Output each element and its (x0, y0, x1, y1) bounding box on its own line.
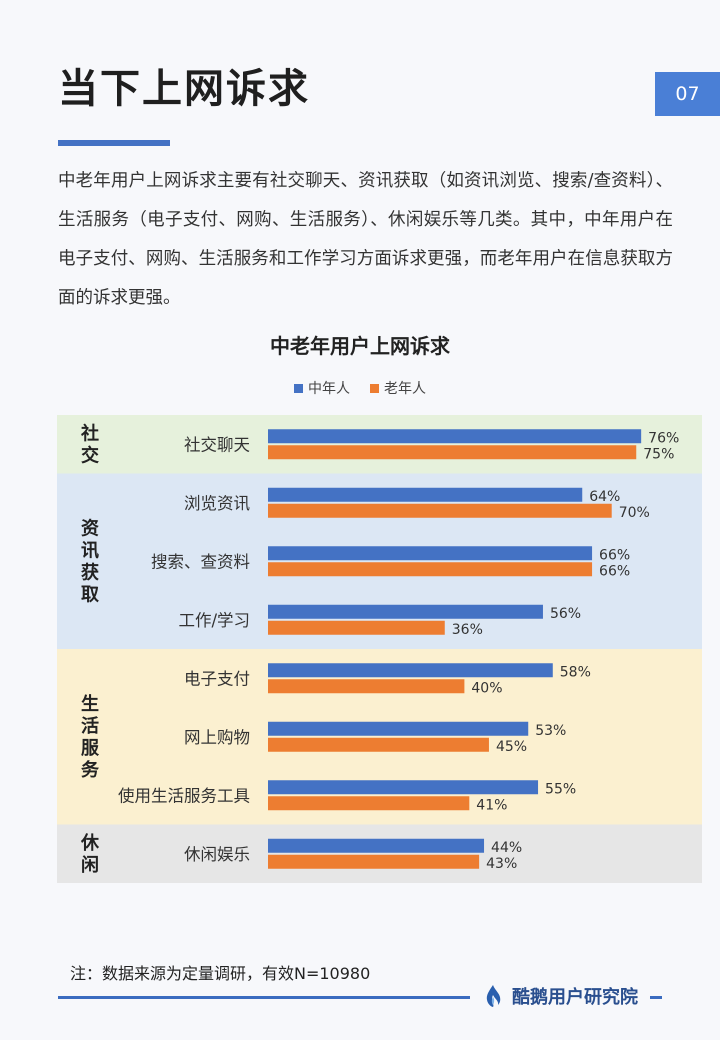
brand-logo: 酷鹅用户研究院 (480, 983, 638, 1009)
category-label: 网上购物 (184, 728, 250, 747)
legend-swatch-elderly (370, 383, 379, 393)
data-label: 56% (550, 606, 581, 622)
group-label: 生活服务 (81, 693, 100, 781)
data-label: 58% (560, 664, 591, 680)
data-label: 66% (599, 563, 630, 579)
bar-middle-aged (268, 546, 593, 561)
bar-elderly (268, 854, 480, 869)
group-band-1 (57, 473, 702, 649)
footer-rule-end (650, 996, 662, 999)
chart-legend: 中年人 老年人 (0, 378, 720, 398)
data-label: 75% (643, 446, 674, 462)
bar-middle-aged (268, 604, 543, 619)
bar-elderly (268, 620, 445, 635)
bar-middle-aged (268, 487, 583, 502)
data-label: 55% (545, 781, 576, 797)
category-label: 工作/学习 (178, 611, 250, 630)
bar-middle-aged (268, 663, 553, 678)
category-label: 社交聊天 (184, 435, 250, 454)
data-label: 44% (491, 840, 522, 856)
legend-swatch-middle-aged (294, 383, 303, 393)
data-label: 45% (496, 739, 527, 755)
data-label: 76% (648, 430, 679, 446)
bar-elderly (268, 445, 637, 460)
chart-title: 中老年用户上网诉求 (270, 334, 450, 358)
data-label: 53% (535, 723, 566, 739)
category-label: 浏览资讯 (184, 494, 250, 513)
data-label: 66% (599, 547, 630, 563)
data-label: 70% (619, 505, 650, 521)
group-band-2 (57, 649, 702, 825)
bar-elderly (268, 796, 470, 811)
legend-label-elderly: 老年人 (384, 381, 426, 397)
bar-middle-aged (268, 429, 642, 444)
category-label: 休闲娱乐 (184, 845, 250, 864)
page-title: 当下上网诉求 (58, 66, 310, 112)
group-band-3 (57, 824, 702, 883)
bar-middle-aged (268, 721, 529, 736)
legend-item-elderly: 老年人 (370, 378, 426, 398)
bar-middle-aged (268, 780, 539, 795)
bar-elderly (268, 562, 593, 577)
group-label: 休闲 (80, 832, 100, 876)
category-label: 使用生活服务工具 (118, 786, 250, 805)
title-underline (58, 140, 170, 146)
bar-elderly (268, 737, 489, 752)
flame-logo-icon (486, 985, 501, 1007)
page-number-badge: 07 (655, 72, 720, 116)
footer-rule (58, 996, 470, 999)
category-label: 搜索、查资料 (151, 552, 250, 571)
legend-label-middle-aged: 中年人 (308, 381, 350, 397)
category-label: 电子支付 (184, 669, 250, 688)
group-band-0 (57, 415, 702, 474)
bar-elderly (268, 503, 612, 518)
data-label: 64% (589, 489, 620, 505)
bar-middle-aged (268, 838, 485, 853)
intro-paragraph: 中老年用户上网诉求主要有社交聊天、资讯获取（如资讯浏览、搜索/查资料）、生活服务… (58, 171, 673, 308)
data-label: 40% (471, 680, 502, 696)
data-source-note: 注：数据来源为定量调研，有效N=10980 (70, 964, 371, 983)
legend-item-middle-aged: 中年人 (294, 378, 350, 398)
data-label: 43% (486, 856, 517, 872)
group-label: 社交 (81, 422, 99, 466)
data-label: 36% (452, 622, 483, 638)
data-label: 41% (476, 797, 507, 813)
brand-name: 酷鹅用户研究院 (512, 987, 638, 1008)
group-label: 资讯获取 (81, 517, 100, 605)
bar-elderly (268, 679, 465, 694)
